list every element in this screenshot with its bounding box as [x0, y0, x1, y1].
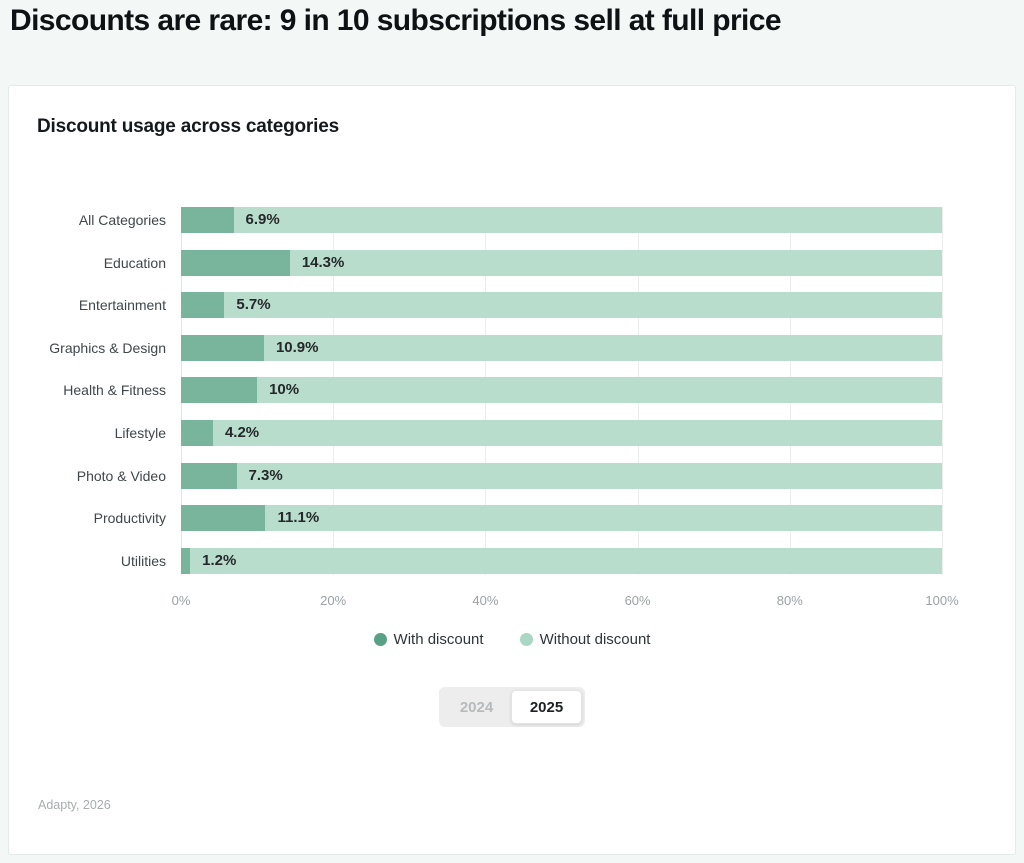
chart-row: Graphics & Design 10.9% [49, 334, 942, 361]
legend-dot-with-discount-icon [373, 633, 387, 646]
chart-row: Photo & Video 7.3% [77, 462, 942, 489]
bar-without-discount [181, 419, 942, 446]
value-label: 10% [269, 381, 300, 399]
page-title: Discounts are rare: 9 in 10 subscription… [10, 4, 782, 37]
value-label: 7.3% [248, 466, 283, 484]
bar-without-discount [181, 547, 942, 574]
x-axis-tick: 20% [320, 593, 347, 608]
bar-without-discount [181, 292, 942, 319]
category-label: Education [103, 254, 166, 271]
legend-label-with-discount: With discount [393, 631, 484, 648]
chart-row: All Categories 6.9% [79, 207, 942, 233]
bar-with-discount [181, 249, 290, 276]
x-axis-tick: 0% [171, 593, 191, 608]
chart-title: Discount usage across categories [37, 116, 339, 137]
category-label: Utilities [120, 552, 166, 569]
bar-with-discount [181, 377, 258, 404]
bar-with-discount [181, 207, 234, 233]
bar-chart: All Categories 6.9% Education 14.3% Entertai… [49, 207, 943, 575]
bar-without-discount [181, 207, 942, 233]
x-axis-tick: 80% [776, 593, 803, 608]
bar-without-discount [181, 377, 942, 404]
value-label: 4.2% [224, 423, 260, 441]
bar-with-discount [181, 547, 191, 574]
bar-with-discount [181, 292, 225, 319]
chart-row: Utilities 1.2% [121, 547, 942, 574]
value-label: 10.9% [275, 338, 319, 356]
category-label: All Categories [78, 212, 166, 228]
x-axis: 0% 20% 40% 60% 80% 100% [172, 593, 959, 609]
chart-row: Lifestyle 4.2% [115, 419, 942, 446]
year-toggle-2025-button[interactable]: 2025 [511, 690, 582, 724]
bar-with-discount [181, 462, 237, 489]
year-toggle: 2024 2025 [439, 687, 585, 727]
legend-dot-without-discount-icon [519, 633, 533, 646]
bar-with-discount [181, 505, 266, 532]
category-label: Graphics & Design [49, 339, 166, 356]
category-label: Entertainment [78, 297, 166, 314]
legend-label-without-discount: Without discount [539, 631, 651, 648]
value-label: 11.1% [277, 509, 320, 527]
legend-item-with-discount: With discount [373, 631, 484, 648]
category-label: Photo & Video [76, 467, 166, 484]
chart-legend: With discount Without discount [9, 631, 1015, 648]
value-label: 5.7% [236, 296, 271, 314]
category-label: Lifestyle [114, 424, 166, 441]
x-axis-tick: 40% [472, 593, 499, 608]
year-toggle-2024-button[interactable]: 2024 [442, 690, 511, 724]
legend-item-without-discount: Without discount [519, 631, 651, 648]
source-caption: Adapty, 2026 [38, 798, 111, 812]
chart-row: Health & Fitness 10% [63, 377, 942, 404]
value-label: 1.2% [202, 551, 237, 569]
bar-with-discount [181, 334, 264, 361]
chart-row: Entertainment 5.7% [79, 292, 942, 319]
bar-without-discount [181, 334, 942, 361]
category-label: Health & Fitness [63, 382, 166, 399]
gridline [942, 207, 943, 575]
chart-card: Discount usage across categories All Cat… [8, 85, 1016, 855]
value-label: 14.3% [301, 253, 345, 271]
x-axis-tick: 60% [624, 593, 651, 608]
bar-without-discount [181, 505, 942, 532]
chart-row: Education 14.3% [104, 249, 942, 276]
bar-without-discount [181, 462, 942, 489]
bar-with-discount [181, 419, 213, 446]
chart-row: Productivity 11.1% [94, 505, 942, 532]
value-label: 6.9% [245, 211, 280, 228]
category-label: Productivity [93, 510, 166, 527]
x-axis-tick: 100% [925, 593, 959, 608]
bar-without-discount [181, 249, 942, 276]
